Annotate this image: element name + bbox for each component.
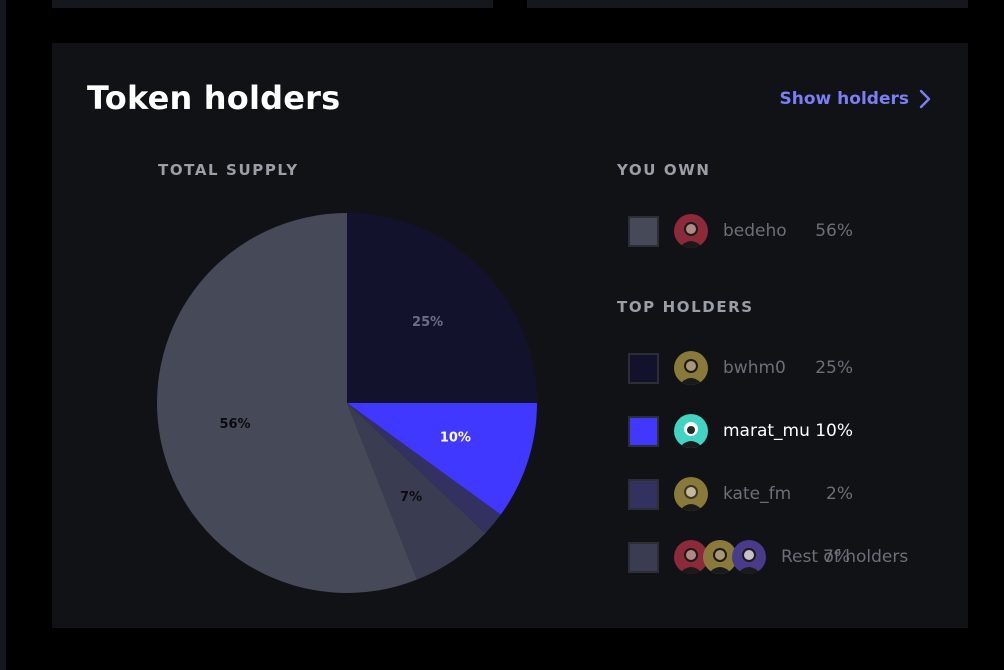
sidebar-edge bbox=[0, 0, 6, 670]
card-above-right bbox=[527, 0, 968, 8]
pie-slice-label: 10% bbox=[440, 431, 471, 446]
avatar-holder bbox=[674, 540, 708, 574]
show-holders-link[interactable]: Show holders bbox=[780, 89, 931, 109]
pie-slice-bwhm0[interactable] bbox=[347, 213, 537, 403]
color-swatch bbox=[628, 416, 659, 447]
avatar-bedeho bbox=[674, 214, 708, 248]
holder-pct: 2% bbox=[826, 484, 853, 504]
avatar-holder bbox=[703, 540, 737, 574]
you-own-label: YOU OWN bbox=[617, 161, 711, 179]
rest-of-holders-row[interactable]: Rest of holders 7% bbox=[628, 539, 948, 575]
pie-slice-kate_fm[interactable] bbox=[347, 403, 501, 534]
color-swatch bbox=[628, 353, 659, 384]
holder-pct: 25% bbox=[815, 358, 853, 378]
pie-slice-bedeho[interactable] bbox=[157, 213, 417, 593]
avatar-bwhm0 bbox=[674, 351, 708, 385]
avatar-marat_mu bbox=[674, 414, 708, 448]
pie-slice-marat_mu[interactable] bbox=[347, 403, 537, 515]
holder-name: bedeho bbox=[723, 221, 787, 241]
total-supply-label: TOTAL SUPPLY bbox=[158, 161, 299, 179]
show-holders-label: Show holders bbox=[779, 89, 909, 109]
pie-slice-label: 7% bbox=[400, 490, 422, 505]
token-holders-card: Token holders Show holders TOTAL SUPPLY … bbox=[52, 43, 968, 628]
holder-row-marat_mu[interactable]: marat_mu 10% bbox=[628, 413, 948, 449]
holder-row-bwhm0[interactable]: bwhm0 25% bbox=[628, 350, 948, 386]
holder-name: bwhm0 bbox=[723, 358, 786, 378]
avatar-holder bbox=[732, 540, 766, 574]
avatar-kate_fm bbox=[674, 477, 708, 511]
you-own-row[interactable]: bedeho 56% bbox=[628, 213, 948, 249]
holder-name: kate_fm bbox=[723, 484, 792, 504]
chevron-right-icon bbox=[919, 89, 931, 109]
top-holders-label: TOP HOLDERS bbox=[617, 298, 754, 316]
color-swatch bbox=[628, 479, 659, 510]
pie-slice-rest-of-holders[interactable] bbox=[347, 403, 486, 580]
pie-slice-label: 56% bbox=[219, 417, 250, 432]
holder-pct: 10% bbox=[815, 421, 853, 441]
holder-row-kate_fm[interactable]: kate_fm 2% bbox=[628, 476, 948, 512]
card-above-left bbox=[52, 0, 493, 8]
rest-of-holders-text: Rest of holders bbox=[781, 547, 909, 567]
card-title: Token holders bbox=[87, 79, 341, 117]
holder-pct: 56% bbox=[815, 221, 853, 241]
color-swatch bbox=[628, 542, 659, 573]
supply-pie-chart: 25% 10% 7% 56% bbox=[157, 213, 537, 593]
holder-name: marat_mu bbox=[723, 421, 810, 441]
rest-of-holders-pct: 7% bbox=[823, 547, 850, 567]
pie-slice-label: 25% bbox=[412, 315, 443, 330]
color-swatch bbox=[628, 216, 659, 247]
rest-of-holders-label: Rest of holders 7% bbox=[781, 547, 908, 567]
